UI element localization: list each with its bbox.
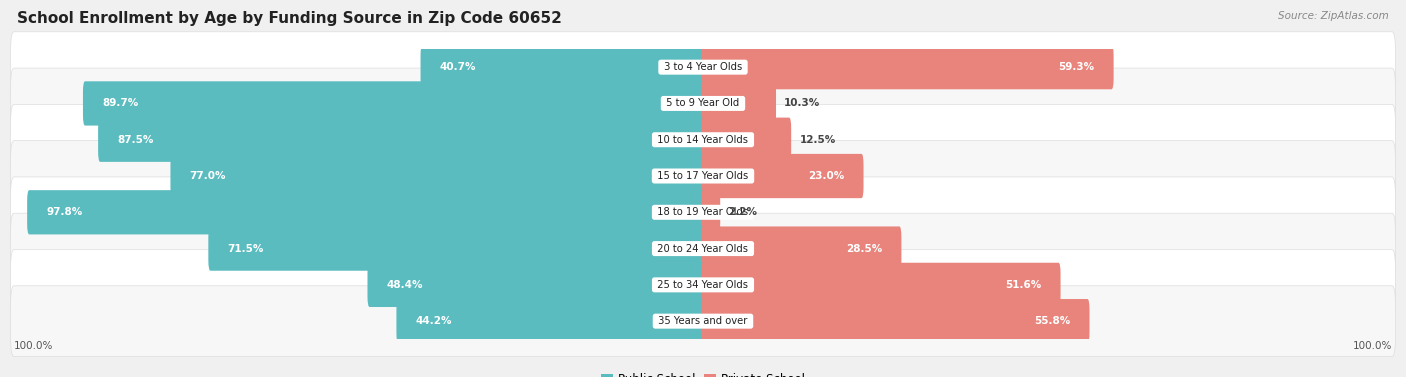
FancyBboxPatch shape xyxy=(702,227,901,271)
Text: 23.0%: 23.0% xyxy=(808,171,844,181)
Text: 2.2%: 2.2% xyxy=(728,207,758,217)
Text: 48.4%: 48.4% xyxy=(387,280,423,290)
FancyBboxPatch shape xyxy=(208,227,704,271)
FancyBboxPatch shape xyxy=(11,141,1395,211)
FancyBboxPatch shape xyxy=(702,118,792,162)
FancyBboxPatch shape xyxy=(702,45,1114,89)
Text: 5 to 9 Year Old: 5 to 9 Year Old xyxy=(664,98,742,109)
FancyBboxPatch shape xyxy=(170,154,704,198)
FancyBboxPatch shape xyxy=(396,299,704,343)
Text: 20 to 24 Year Olds: 20 to 24 Year Olds xyxy=(654,244,752,254)
Text: 100.0%: 100.0% xyxy=(14,342,53,351)
FancyBboxPatch shape xyxy=(702,81,776,126)
FancyBboxPatch shape xyxy=(11,250,1395,320)
Text: 89.7%: 89.7% xyxy=(103,98,139,109)
Text: 18 to 19 Year Olds: 18 to 19 Year Olds xyxy=(654,207,752,217)
FancyBboxPatch shape xyxy=(702,154,863,198)
Text: 100.0%: 100.0% xyxy=(1353,342,1392,351)
Text: 40.7%: 40.7% xyxy=(440,62,477,72)
Text: 97.8%: 97.8% xyxy=(46,207,83,217)
FancyBboxPatch shape xyxy=(11,104,1395,175)
FancyBboxPatch shape xyxy=(11,32,1395,103)
FancyBboxPatch shape xyxy=(11,68,1395,139)
Text: 28.5%: 28.5% xyxy=(846,244,882,254)
Text: School Enrollment by Age by Funding Source in Zip Code 60652: School Enrollment by Age by Funding Sour… xyxy=(17,11,562,26)
Text: 44.2%: 44.2% xyxy=(416,316,453,326)
Text: 55.8%: 55.8% xyxy=(1033,316,1070,326)
FancyBboxPatch shape xyxy=(27,190,704,234)
FancyBboxPatch shape xyxy=(367,263,704,307)
Text: 71.5%: 71.5% xyxy=(228,244,264,254)
Legend: Public School, Private School: Public School, Private School xyxy=(600,372,806,377)
FancyBboxPatch shape xyxy=(11,286,1395,357)
FancyBboxPatch shape xyxy=(11,213,1395,284)
Text: 87.5%: 87.5% xyxy=(117,135,153,145)
Text: 77.0%: 77.0% xyxy=(190,171,226,181)
Text: 12.5%: 12.5% xyxy=(800,135,835,145)
FancyBboxPatch shape xyxy=(420,45,704,89)
Text: 51.6%: 51.6% xyxy=(1005,280,1042,290)
Text: 35 Years and over: 35 Years and over xyxy=(655,316,751,326)
Text: 10.3%: 10.3% xyxy=(785,98,821,109)
FancyBboxPatch shape xyxy=(11,177,1395,248)
Text: 25 to 34 Year Olds: 25 to 34 Year Olds xyxy=(654,280,752,290)
Text: Source: ZipAtlas.com: Source: ZipAtlas.com xyxy=(1278,11,1389,21)
FancyBboxPatch shape xyxy=(702,299,1090,343)
Text: 15 to 17 Year Olds: 15 to 17 Year Olds xyxy=(654,171,752,181)
Text: 10 to 14 Year Olds: 10 to 14 Year Olds xyxy=(654,135,752,145)
FancyBboxPatch shape xyxy=(98,118,704,162)
FancyBboxPatch shape xyxy=(83,81,704,126)
FancyBboxPatch shape xyxy=(702,263,1060,307)
Text: 59.3%: 59.3% xyxy=(1059,62,1094,72)
Text: 3 to 4 Year Olds: 3 to 4 Year Olds xyxy=(661,62,745,72)
FancyBboxPatch shape xyxy=(702,190,720,234)
